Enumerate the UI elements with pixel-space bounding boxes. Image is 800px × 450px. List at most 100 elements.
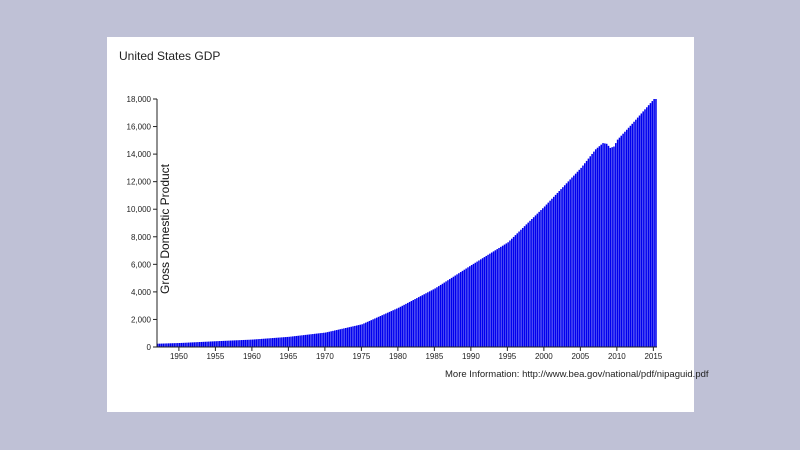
bar	[339, 329, 342, 347]
bar	[624, 131, 626, 347]
bar	[567, 181, 570, 347]
bar	[518, 231, 520, 347]
bar	[251, 339, 254, 347]
bar	[377, 316, 380, 347]
bar	[344, 327, 347, 347]
bar	[220, 340, 223, 347]
bars-group	[157, 99, 657, 348]
bar	[302, 335, 305, 347]
bar	[295, 335, 298, 347]
chart-card: United States GDP 0 2,000 4,000 6,000 8,000 1…	[107, 37, 709, 412]
bar	[323, 332, 325, 347]
bar	[419, 296, 422, 347]
bar	[625, 129, 628, 347]
bar	[337, 329, 340, 347]
bar	[465, 268, 467, 347]
bar	[439, 284, 442, 347]
bar	[653, 99, 655, 347]
bar	[627, 127, 630, 347]
bar	[633, 121, 635, 347]
bar	[246, 339, 248, 347]
bar	[217, 341, 219, 347]
bar	[158, 343, 161, 347]
bar	[542, 208, 544, 347]
bar	[392, 310, 394, 347]
bar	[423, 294, 425, 347]
bar	[613, 146, 615, 347]
bar	[385, 313, 387, 347]
bar	[292, 336, 294, 347]
y-axis: 0 2,000 4,000 6,000 8,000 10,000 12,000 14,000 1…	[127, 95, 158, 352]
bar	[600, 144, 602, 347]
bar	[271, 338, 274, 347]
bar	[200, 341, 203, 347]
bar	[275, 337, 278, 347]
bar	[516, 233, 519, 347]
bar	[511, 238, 513, 347]
x-tick-label: 1955	[206, 352, 224, 361]
bar	[563, 185, 566, 347]
bar	[631, 123, 633, 347]
bar	[427, 292, 429, 347]
bar	[209, 341, 212, 347]
bar	[582, 165, 584, 347]
bar	[231, 340, 234, 347]
bar	[428, 291, 431, 347]
bar	[450, 277, 453, 347]
bar	[383, 314, 385, 347]
bar	[361, 324, 363, 347]
bar	[646, 107, 648, 348]
bar	[638, 115, 641, 347]
bar	[507, 242, 509, 347]
bar	[162, 343, 165, 347]
bar	[182, 342, 185, 347]
bar	[195, 342, 197, 347]
bar	[273, 337, 276, 347]
bar	[536, 213, 539, 347]
bar	[242, 339, 245, 347]
bar	[454, 275, 456, 347]
bar	[177, 343, 179, 347]
y-axis-label: Gross Domestic Product	[158, 163, 172, 294]
bar	[315, 333, 318, 347]
bar	[594, 149, 597, 347]
bar	[334, 330, 336, 347]
bar	[240, 340, 243, 347]
bar	[476, 261, 478, 347]
bar	[556, 192, 559, 347]
bar	[184, 342, 186, 347]
y-tick-label: 16,000	[127, 123, 152, 132]
bar	[438, 286, 440, 347]
bar	[310, 334, 312, 347]
bar	[312, 334, 314, 347]
bar	[405, 303, 407, 347]
bar	[286, 336, 289, 347]
bar	[164, 343, 166, 347]
bar	[259, 339, 261, 347]
bar	[233, 340, 236, 347]
bar	[512, 236, 515, 347]
bar	[549, 200, 551, 347]
bar	[226, 340, 228, 347]
bar	[279, 337, 281, 347]
bar	[197, 342, 199, 347]
bar	[503, 244, 506, 347]
bar	[229, 340, 232, 347]
bar	[282, 337, 285, 347]
bar	[543, 206, 546, 347]
bar	[589, 156, 592, 347]
bar	[365, 322, 367, 347]
x-tick-label: 1970	[316, 352, 334, 361]
x-axis: 1950 1955 1960 1965 1970 1975 1980 1985 1990 1995…	[157, 346, 663, 361]
bar	[188, 342, 190, 347]
bar	[618, 137, 621, 347]
y-tick-label: 14,000	[127, 150, 152, 159]
bar	[372, 319, 374, 347]
bar	[171, 343, 174, 347]
bar	[257, 339, 259, 347]
bar	[472, 263, 475, 347]
bar	[620, 135, 623, 347]
bar	[545, 204, 548, 347]
bar	[308, 334, 311, 347]
bar	[306, 334, 309, 347]
